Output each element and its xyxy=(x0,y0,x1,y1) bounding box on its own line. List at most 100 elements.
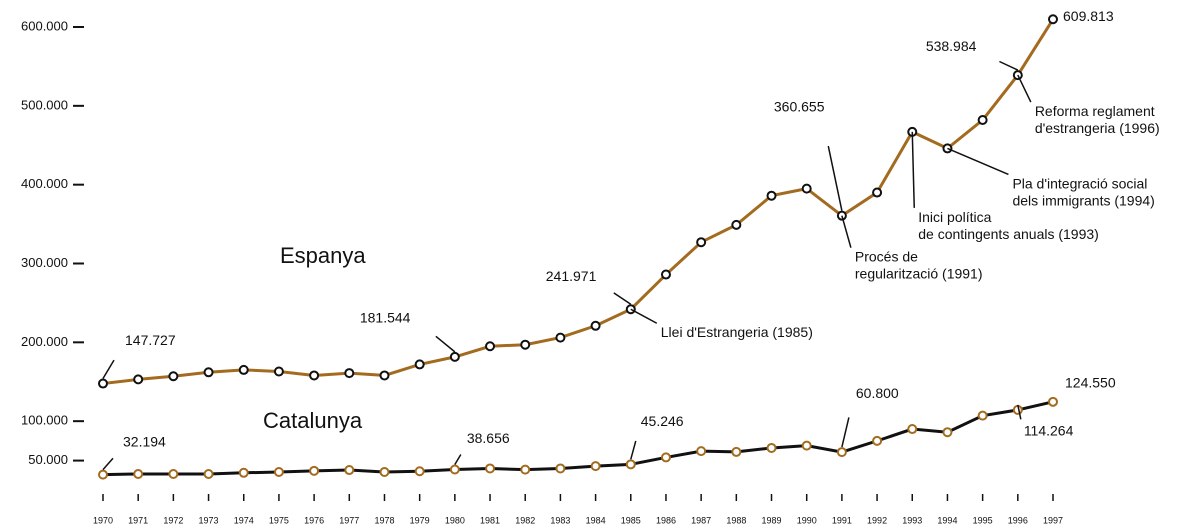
annotation-line: Procés de xyxy=(855,248,918,264)
point xyxy=(872,435,883,446)
leader-line xyxy=(435,335,456,353)
point xyxy=(872,187,883,198)
point xyxy=(1048,396,1058,407)
x-tick-label: 1975 xyxy=(269,515,289,525)
x-tick-label: 1984 xyxy=(586,515,606,525)
annotation-leader xyxy=(911,131,916,208)
x-tick-label: 1978 xyxy=(374,515,394,525)
point xyxy=(520,339,531,350)
point xyxy=(168,468,179,479)
point xyxy=(98,378,108,389)
point xyxy=(731,446,742,457)
value-label: 45.246 xyxy=(641,413,684,429)
value-label: 360.655 xyxy=(774,98,825,114)
annotation: Llei d'Estrangeria (1985) xyxy=(661,324,813,340)
point xyxy=(485,463,496,474)
point xyxy=(1048,14,1058,25)
point xyxy=(344,465,355,476)
annotation-leader xyxy=(841,215,852,248)
x-tick-label: 1972 xyxy=(163,515,183,525)
x-tick-label: 1986 xyxy=(656,515,676,525)
point xyxy=(731,219,742,230)
value-label: 124.550 xyxy=(1065,375,1116,391)
point xyxy=(766,190,777,201)
point xyxy=(379,467,390,478)
annotation-line: de contingents anuals (1993) xyxy=(918,226,1099,242)
point xyxy=(309,370,320,381)
value-label: 181.544 xyxy=(360,310,411,326)
value-label: 609.813 xyxy=(1063,8,1114,24)
point xyxy=(133,468,144,479)
x-tick-label: 1987 xyxy=(691,515,711,525)
leader-line xyxy=(102,359,115,379)
annotation: Pla d'integració social dels immigrants (… xyxy=(1012,175,1154,208)
point xyxy=(379,370,390,381)
annotation: Reforma reglament d'estrangeria (1996) xyxy=(1035,103,1160,136)
y-tick-label: 300.000 xyxy=(21,255,68,270)
x-tick-label: 1988 xyxy=(726,515,746,525)
x-tick-label: 1971 xyxy=(128,515,148,525)
point xyxy=(696,237,707,248)
annotation-line: dels immigrants (1994) xyxy=(1012,192,1154,208)
value-label: 241.971 xyxy=(546,268,597,284)
point xyxy=(696,446,707,457)
series-label: Catalunya xyxy=(263,408,363,433)
x-tick-label: 1983 xyxy=(550,515,570,525)
annotation-line: Reforma reglament xyxy=(1035,103,1155,119)
annotation: Procés de regularització (1991) xyxy=(855,248,983,281)
leader-line xyxy=(613,292,632,305)
point xyxy=(309,465,320,476)
point xyxy=(801,440,812,451)
value-label: 538.984 xyxy=(926,38,977,54)
annotation-line: Inici política xyxy=(918,209,991,225)
annotation-leader xyxy=(630,308,658,324)
point xyxy=(238,364,249,375)
point xyxy=(801,183,812,194)
point xyxy=(449,464,460,475)
point xyxy=(942,427,953,438)
leader-line xyxy=(1017,404,1022,420)
y-tick-label: 100.000 xyxy=(21,413,68,428)
annotation: Inici política de contingents anuals (199… xyxy=(918,209,1099,242)
x-tick-label: 1976 xyxy=(304,515,324,525)
x-tick-label: 1990 xyxy=(797,515,817,525)
series-line xyxy=(102,400,1054,477)
point xyxy=(590,461,601,472)
point xyxy=(98,469,108,480)
point xyxy=(273,467,284,478)
x-tick-label: 1996 xyxy=(1008,515,1028,525)
point xyxy=(766,442,777,453)
y-tick-label: 50.000 xyxy=(28,452,68,467)
point xyxy=(625,459,636,470)
y-tick-label: 600.000 xyxy=(21,18,68,33)
point xyxy=(414,359,425,370)
leader-line xyxy=(102,457,114,471)
point xyxy=(555,332,566,343)
leader-line xyxy=(827,145,843,211)
value-label: 38.656 xyxy=(467,430,510,446)
x-tick-label: 1989 xyxy=(762,515,782,525)
annotation-line: Llei d'Estrangeria (1985) xyxy=(661,324,813,340)
y-tick-label: 200.000 xyxy=(21,334,68,349)
point xyxy=(520,464,531,475)
value-label: 114.264 xyxy=(1024,423,1074,439)
y-tick-label: 500.000 xyxy=(21,97,68,112)
annotation-line: d'estrangeria (1996) xyxy=(1035,120,1160,136)
x-tick-label: 1992 xyxy=(867,515,887,525)
point xyxy=(485,341,496,352)
point xyxy=(907,424,918,435)
annotation-leader xyxy=(947,147,1009,176)
series-line xyxy=(102,18,1055,386)
leader-line xyxy=(841,417,850,448)
x-tick-label: 1993 xyxy=(902,515,922,525)
x-tick-label: 1974 xyxy=(234,515,254,525)
point xyxy=(273,366,284,377)
annotation-line: regularització (1991) xyxy=(855,265,983,281)
point xyxy=(449,351,460,362)
point xyxy=(660,269,671,280)
point xyxy=(590,320,601,331)
leader-line xyxy=(999,60,1019,71)
point xyxy=(977,115,988,126)
point xyxy=(344,368,355,379)
